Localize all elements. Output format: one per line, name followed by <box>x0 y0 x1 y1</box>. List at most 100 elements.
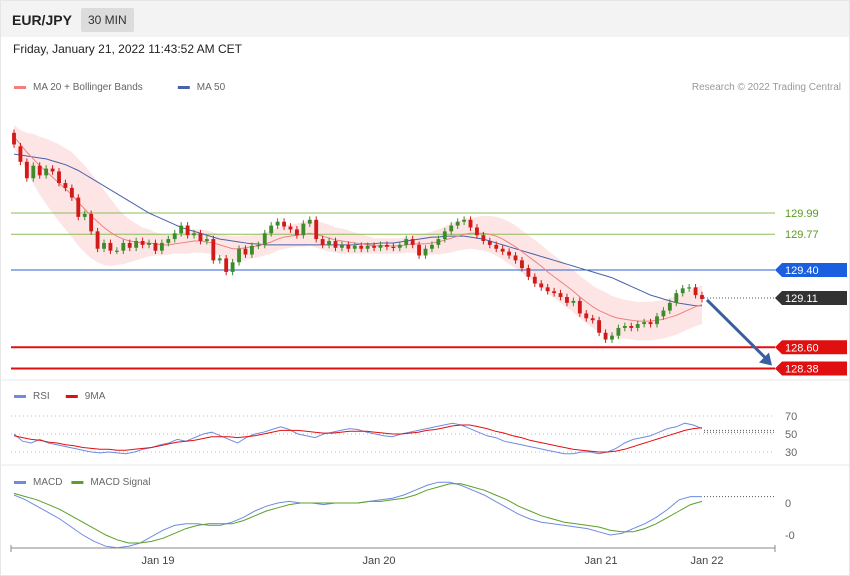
candle-body <box>648 322 653 325</box>
candle-body <box>57 171 61 184</box>
x-tick-label: Jan 22 <box>690 555 723 567</box>
timeframe-button[interactable]: 30 MIN <box>81 8 134 32</box>
forecast-arrow-head <box>759 352 772 366</box>
rsi-legend-label: RSI <box>33 391 50 402</box>
candle-body <box>552 291 557 294</box>
forecast-arrow <box>705 298 769 361</box>
price-legend-label: MA 20 + Bollinger Bands <box>33 82 143 93</box>
candle-body <box>320 239 325 245</box>
candle-body <box>455 221 460 226</box>
candle-body <box>700 295 704 299</box>
candle-body <box>159 242 164 251</box>
candle-body <box>610 335 614 340</box>
level-label: 129.40 <box>785 265 819 277</box>
candle-body <box>365 245 370 249</box>
candle-body <box>352 245 357 249</box>
candle-body <box>95 231 100 249</box>
candle-body <box>526 268 531 277</box>
current-price-box <box>775 290 847 305</box>
candle-body <box>616 327 621 336</box>
bollinger-band <box>14 125 702 341</box>
candle-body <box>635 324 640 328</box>
candle-body <box>693 287 698 296</box>
symbol-label: EUR/JPY <box>12 12 72 28</box>
candle-body <box>31 165 36 179</box>
candle-body <box>256 244 261 247</box>
candle-body <box>339 244 344 248</box>
candle-body <box>622 326 627 328</box>
candle-body <box>545 287 550 292</box>
candle-body <box>481 235 486 242</box>
x-tick-label: Jan 20 <box>362 555 395 567</box>
candle-body <box>24 161 29 179</box>
candle-body <box>294 229 299 236</box>
candle-body <box>166 239 171 243</box>
candle-body <box>262 233 267 245</box>
candle-body <box>237 248 241 263</box>
candle-body <box>500 248 505 252</box>
candle-body <box>577 300 582 314</box>
candle-body <box>153 242 158 251</box>
candle-body <box>494 244 499 249</box>
rsi-legend-swatch <box>14 395 26 398</box>
macd-signal-line <box>13 483 703 544</box>
candle-body <box>629 326 634 328</box>
candle-body <box>50 168 55 172</box>
macd-tick-label: -0 <box>785 530 795 542</box>
level-label: 128.38 <box>785 364 819 376</box>
candle-body <box>558 293 563 298</box>
candle-body <box>475 227 479 236</box>
candle-body <box>359 245 364 249</box>
candle-body <box>391 246 396 249</box>
rsi-tick-label: 30 <box>785 447 797 459</box>
level-label-box <box>775 340 847 355</box>
candle-body <box>346 244 351 249</box>
candle-body <box>76 197 81 217</box>
candle-body <box>108 242 113 251</box>
ma20-line <box>13 136 703 322</box>
candle-body <box>468 219 473 228</box>
candle-body <box>224 258 229 272</box>
macd-tick-label: 0 <box>785 498 791 510</box>
level-label: 128.60 <box>785 342 819 354</box>
candle-body <box>327 241 331 245</box>
candle-body <box>127 242 132 248</box>
candle-body <box>378 244 383 248</box>
rsi-line <box>13 422 703 455</box>
candle-body <box>243 248 248 255</box>
candle-body <box>487 241 492 245</box>
candle-body <box>404 239 409 245</box>
candle-body <box>18 146 23 162</box>
candle-body <box>288 226 293 230</box>
candle-body <box>211 239 216 261</box>
candle-body <box>269 225 274 234</box>
candle-body <box>532 276 537 284</box>
candle-body <box>275 221 280 226</box>
header-bar: EUR/JPY 30 MIN <box>1 1 849 37</box>
candle-body <box>385 244 389 247</box>
candle-body <box>314 219 319 240</box>
candle-body <box>667 302 672 311</box>
timestamp: Friday, January 21, 2022 11:43:52 AM CET <box>13 42 243 56</box>
credit-text: Research © 2022 Trading Central <box>692 82 841 93</box>
macd-legend-label: MACD <box>33 477 62 488</box>
candle-body <box>44 168 49 176</box>
macd-legend-swatch <box>14 481 26 484</box>
rsi-legend-label: 9MA <box>85 391 106 402</box>
candle-body <box>687 287 692 289</box>
candle-body <box>590 318 595 321</box>
candle-body <box>179 225 184 234</box>
price-legend-swatch <box>14 86 26 89</box>
candle-body <box>301 223 306 236</box>
candle-body <box>520 260 524 269</box>
candle-body <box>417 244 422 256</box>
candle-body <box>249 245 254 255</box>
rsi-ma-line <box>13 424 703 453</box>
candle-body <box>584 313 589 319</box>
candle-body <box>89 213 94 232</box>
candle-body <box>140 241 145 245</box>
candle-body <box>397 244 402 248</box>
rsi-legend-swatch <box>65 395 78 398</box>
candle-body <box>642 322 647 325</box>
